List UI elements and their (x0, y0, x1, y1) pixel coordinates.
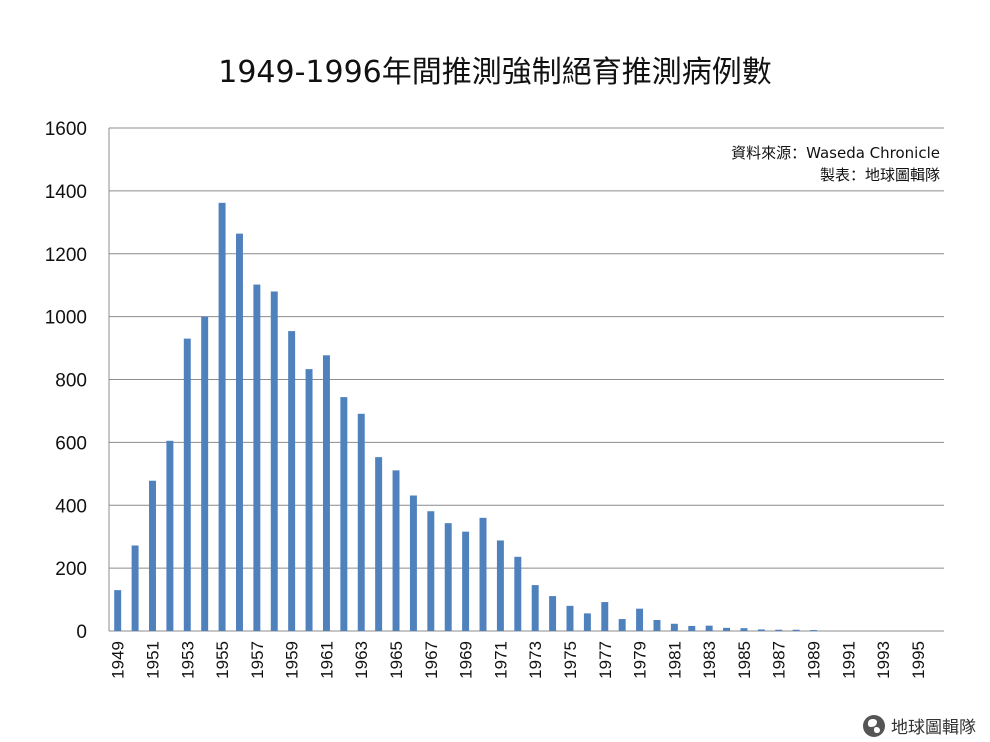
x-tick-label: 1993 (874, 641, 893, 679)
bar-1954 (201, 316, 209, 631)
x-tick-label: 1989 (805, 641, 824, 679)
bar-1978 (618, 619, 626, 631)
x-tick-label: 1951 (143, 641, 162, 679)
bar-1971 (496, 540, 504, 631)
bar-1967 (427, 511, 435, 631)
bar-1980 (653, 619, 661, 631)
y-tick-label: 0 (76, 622, 87, 643)
x-tick-label: 1977 (596, 641, 615, 679)
bar-1959 (288, 331, 296, 631)
watermark: 地球圖輯隊 (863, 713, 976, 738)
bar-1985 (740, 628, 748, 631)
bar-1986 (757, 629, 765, 631)
y-tick-label: 1400 (45, 182, 87, 203)
bar-1981 (670, 623, 678, 631)
bar-1955 (218, 202, 226, 632)
bar-1963 (357, 413, 365, 631)
y-tick-label: 400 (55, 496, 87, 517)
bar-1962 (340, 397, 348, 631)
y-axis-ticks: 0 200 400 600 800 1000 1200 1400 1600 (45, 119, 87, 643)
gridlines (108, 127, 944, 632)
y-tick-label: 200 (55, 559, 87, 580)
chart-title: 1949-1996年間推測強制絕育推測病例數 (218, 55, 772, 90)
bar-1960 (305, 369, 313, 631)
bar-1984 (723, 627, 731, 631)
bar-1951 (149, 480, 156, 631)
x-tick-label: 1949 (109, 641, 128, 679)
x-tick-label: 1957 (248, 641, 267, 679)
bar-1953 (183, 338, 191, 631)
x-tick-label: 1967 (422, 641, 441, 679)
y-tick-label: 600 (55, 433, 87, 454)
bar-1975 (566, 605, 574, 631)
bar-1989 (810, 630, 818, 631)
bar-1976 (583, 613, 591, 631)
bar-1987 (775, 629, 783, 631)
bar-1979 (636, 608, 644, 631)
bar-1982 (688, 625, 696, 631)
bar-1964 (375, 457, 383, 631)
x-tick-label: 1963 (352, 641, 371, 679)
bars (114, 202, 818, 632)
x-tick-label: 1953 (178, 641, 197, 679)
x-tick-label: 1971 (491, 641, 510, 679)
x-tick-label: 1955 (213, 641, 232, 679)
bar-1970 (479, 517, 487, 631)
bar-1966 (409, 495, 417, 631)
x-axis-ticks: 1949 1951 1953 1955 1957 1959 1961 1963 1965 1967… (109, 641, 928, 679)
bar-1973 (531, 585, 539, 631)
bar-1956 (235, 233, 243, 631)
x-tick-label: 1985 (735, 641, 754, 679)
x-tick-label: 1991 (839, 641, 858, 679)
bar-1974 (549, 596, 557, 631)
x-tick-label: 1983 (700, 641, 719, 679)
x-tick-label: 1959 (283, 641, 302, 679)
x-tick-label: 1987 (770, 641, 789, 679)
bar-1957 (253, 284, 261, 631)
x-tick-label: 1969 (457, 641, 476, 679)
bar-1961 (322, 355, 330, 631)
y-tick-label: 1000 (45, 308, 87, 329)
bar-1950 (131, 545, 139, 631)
x-tick-label: 1995 (909, 641, 928, 679)
bar-1952 (166, 440, 174, 631)
bar-1958 (270, 291, 278, 631)
y-tick-label: 1200 (45, 245, 87, 266)
bar-1983 (705, 625, 713, 631)
x-tick-label: 1965 (387, 641, 406, 679)
x-tick-label: 1979 (631, 641, 650, 679)
globe-icon (863, 714, 885, 737)
bar-1968 (444, 523, 452, 631)
bar-1977 (601, 602, 609, 631)
y-tick-label: 800 (55, 371, 87, 392)
maker-note: 製表：地球圖輯隊 (820, 166, 940, 184)
bar-1969 (462, 531, 470, 631)
x-tick-label: 1975 (561, 641, 580, 679)
x-tick-label: 1973 (526, 641, 545, 679)
bar-1972 (514, 556, 522, 631)
bar-1949 (114, 590, 122, 631)
x-tick-label: 1981 (665, 641, 684, 679)
y-tick-label: 1600 (45, 119, 87, 140)
bar-1965 (392, 470, 400, 631)
source-note: 資料來源：Waseda Chronicle (731, 144, 940, 162)
watermark-text: 地球圖輯隊 (891, 718, 976, 738)
bar-1988 (792, 629, 800, 631)
x-tick-label: 1961 (317, 641, 336, 679)
